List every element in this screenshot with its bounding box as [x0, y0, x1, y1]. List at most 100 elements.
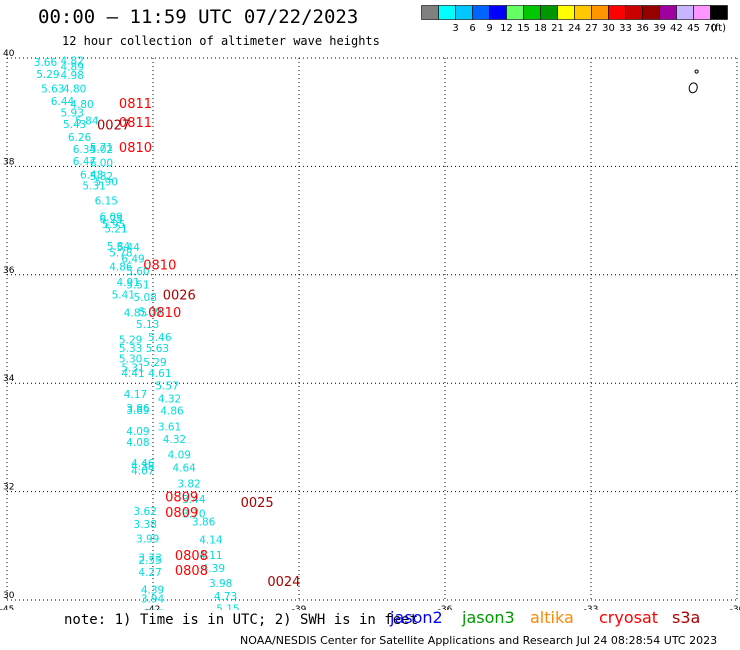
wave-height-label: 4.61	[148, 368, 171, 380]
wave-height-label: 5.02	[90, 144, 113, 156]
wave-height-label: 6.47	[73, 156, 96, 168]
wave-height-label: 5.41	[112, 290, 135, 302]
wave-height-label: 3.61	[158, 421, 181, 433]
lat-tick-label: 38	[3, 157, 15, 167]
wave-height-label: 4.15	[141, 608, 164, 610]
wave-height-label: 4.46	[131, 458, 155, 470]
wave-height-label: 5.21	[104, 224, 127, 236]
wave-height-label: 5.08	[134, 292, 157, 304]
wave-height-label: 3.44	[182, 494, 206, 506]
wave-height-label: 4.32	[158, 394, 181, 406]
wave-height-label: 5.31	[121, 362, 144, 374]
colorbar-tick-label: 30	[602, 23, 615, 34]
satellite-legend-s3a: s3a	[672, 608, 701, 627]
wave-height-label: 3.86	[192, 517, 216, 529]
colorbar-tick-label: 12	[500, 23, 513, 34]
wave-height-label: 4.41	[121, 368, 144, 380]
wave-height-label: 4.32	[163, 434, 186, 446]
colorbar-tick-label: 33	[619, 23, 632, 34]
footer-note: note: 1) Time is in UTC; 2) SWH is in fe…	[64, 612, 419, 628]
wave-height-label: 3.86	[126, 403, 150, 415]
colorbar-tick-label: 21	[551, 23, 564, 34]
colorbar-unit: (ft)	[711, 23, 726, 34]
wave-height-label: 2.55	[138, 555, 161, 567]
wave-height-label: 5.51	[126, 279, 149, 291]
wave-height-label: 3.94	[141, 594, 165, 606]
wave-height-label: 5.33	[119, 343, 142, 355]
wave-height-label: 4.98	[61, 70, 84, 82]
wave-height-label: 5.29	[143, 357, 166, 369]
wave-height-label: 3.98	[209, 578, 232, 590]
pass-time-label: 0810	[148, 306, 181, 321]
wave-height-label: 5.31	[82, 181, 105, 193]
pass-time-label: 0811	[119, 97, 152, 112]
lat-tick-label: 34	[3, 374, 15, 384]
wave-height-label: 6.15	[95, 195, 118, 207]
wave-height-label: 5.60	[126, 266, 149, 278]
wave-height-label: 4.39	[141, 584, 164, 596]
wave-height-label: 3.66	[34, 57, 58, 69]
wave-height-label: 4.89	[61, 61, 84, 73]
wave-height-label: 6.34	[73, 144, 97, 156]
wave-height-label: 3.70	[182, 509, 205, 521]
colorbar-tick-label: 24	[568, 23, 581, 34]
wave-height-label: 4.08	[126, 437, 149, 449]
wave-height-label: 6.44	[51, 96, 75, 108]
wave-height-label: 5.09	[138, 306, 161, 318]
wave-height-label: 4.64	[172, 463, 196, 475]
lon-tick-label: -30	[730, 605, 740, 610]
satellite-legend-altika: altika	[530, 608, 574, 627]
wave-height-label: 5.82	[90, 171, 113, 183]
chart-subtitle: 12 hour collection of altimeter wave hei…	[62, 34, 380, 48]
satellite-legend-jason3: jason3	[462, 608, 515, 627]
wave-height-label: 4.80	[63, 84, 86, 96]
wave-height-label: 6.25	[99, 214, 122, 226]
lon-tick-label: -33	[584, 605, 599, 610]
pass-time-label: 0808	[175, 549, 208, 564]
wave-height-label: 5.63	[146, 343, 169, 355]
island-outline	[694, 69, 699, 74]
pass-time-label: 0024	[267, 575, 300, 590]
pass-time-label: 0810	[119, 141, 152, 156]
wave-height-label: 6.09	[99, 212, 122, 224]
wave-height-label: 5.78	[109, 247, 132, 259]
wave-height-label: 5.63	[41, 84, 64, 96]
pass-time-label: 0025	[241, 496, 274, 511]
wave-height-label: 5.71	[90, 142, 113, 154]
wave-height-label: 5.44	[117, 242, 141, 254]
wave-height-label: 3.99	[136, 534, 159, 546]
pass-time-label: 0811	[119, 116, 152, 131]
color-legend: 3 6 9 12 15 18 21 24 27 30 33 36 39 42 45 70(ft)	[421, 5, 728, 34]
wave-height-label: 4.86	[160, 406, 184, 418]
wave-height-label: 4.11	[199, 550, 222, 562]
pass-time-label: 0810	[143, 258, 176, 273]
wave-height-label: 5.46	[148, 332, 172, 344]
wave-height-label: 4.09	[168, 450, 191, 462]
colorbar-tick-label: 70	[704, 23, 717, 34]
satellite-legend-jason2: jason2	[390, 608, 443, 627]
wave-height-label: 4.14	[199, 535, 223, 547]
wave-height-label: 5.57	[155, 381, 178, 393]
colorbar-tick-label: 42	[670, 23, 683, 34]
pass-time-label: 0809	[165, 490, 198, 505]
wave-height-label: 4.09	[126, 426, 149, 438]
satellite-legend-cryosat: cryosat	[599, 608, 659, 627]
pass-time-label: 0808	[175, 564, 208, 579]
colorbar-swatch	[710, 5, 728, 20]
wave-height-label: 3.89	[126, 405, 149, 417]
pass-time-label: 0809	[165, 506, 198, 521]
credit-line: NOAA/NESDIS Center for Satellite Applica…	[240, 634, 718, 647]
wave-height-label: 5.29	[119, 335, 142, 347]
wave-height-label: 4.07	[131, 465, 154, 477]
lon-tick-label: -45	[0, 605, 14, 610]
colorbar-tick-label: 3	[452, 23, 458, 34]
map-canvas: -45-42-39-36-33-304038363432303.664.824.…	[0, 49, 740, 610]
wave-height-label: 5.93	[61, 108, 84, 120]
lon-tick-label: -36	[438, 605, 453, 610]
wave-height-label: 6.26	[68, 132, 92, 144]
colorbar-tick-label: 36	[636, 23, 649, 34]
wave-height-label: 4.38	[131, 461, 154, 473]
wave-height-label: 5.30	[119, 354, 142, 366]
colorbar-tick-label: 15	[517, 23, 530, 34]
colorbar-tick-label: 45	[687, 23, 700, 34]
